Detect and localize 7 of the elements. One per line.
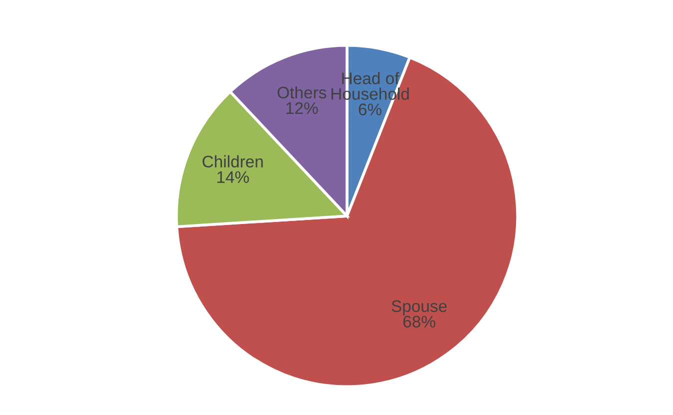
data-label: 68% [403, 316, 436, 328]
data-label: 12% [286, 102, 318, 114]
data-label: 6% [358, 104, 382, 116]
data-label: 14% [217, 171, 249, 183]
slice-label: Spouse [392, 300, 447, 316]
slice-label: Others [278, 86, 326, 99]
slice-label: Children [202, 155, 263, 168]
